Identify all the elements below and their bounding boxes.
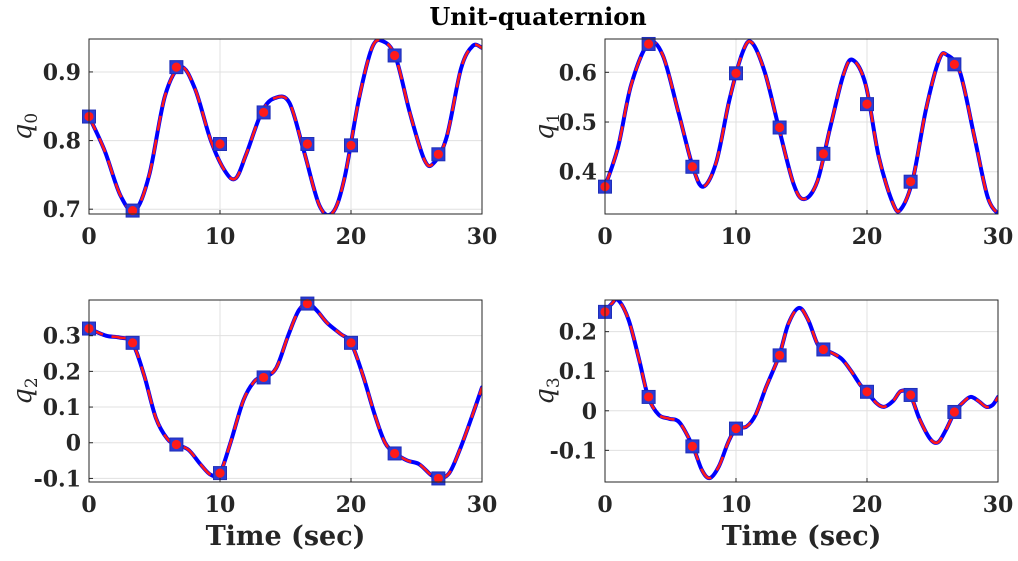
marker-dot	[906, 177, 916, 187]
y-tick-label: -0.1	[550, 438, 597, 464]
y-tick-label: 0.7	[43, 197, 81, 223]
x-tick-label: 10	[721, 224, 752, 250]
series-line-solid	[605, 300, 998, 481]
marker-dot	[390, 50, 400, 61]
x-tick-label: 30	[467, 224, 498, 250]
series-group	[605, 300, 998, 481]
marker-dot	[644, 392, 654, 402]
x-tick-label: 0	[81, 492, 96, 518]
series-line-dashed	[89, 302, 482, 480]
y-tick-label: 0.6	[559, 60, 597, 86]
y-tick-label: 0.1	[559, 359, 597, 385]
marker-dot	[259, 372, 269, 383]
series-group	[89, 301, 482, 481]
axes-box	[88, 299, 483, 483]
marker-dot	[775, 122, 785, 133]
marker-dot	[171, 62, 181, 72]
y-tick-label: 0.3	[43, 324, 81, 350]
marker-dot	[128, 338, 138, 348]
axes-box	[604, 38, 999, 215]
x-tick-label: 10	[721, 492, 752, 518]
marker-dot	[949, 59, 959, 69]
series-line-dashed	[89, 39, 482, 214]
x-tick-label: 20	[336, 492, 367, 518]
marker-dot	[215, 468, 225, 478]
x-tick-label: 10	[205, 492, 236, 518]
y-tick-label: 0.2	[559, 320, 597, 346]
subplot-3: 0 10 20 30 -0.1 0 0.1 0.2 q3 Time (sec)	[530, 299, 1013, 552]
marker-dot	[906, 390, 916, 400]
x-axis-label: Time (sec)	[722, 521, 882, 552]
marker-dot	[862, 99, 872, 109]
figure-title: Unit-quaternion	[429, 2, 646, 31]
marker-dot	[818, 344, 828, 355]
y-axis-label: q2	[8, 377, 42, 404]
axes-box	[88, 38, 483, 215]
marker-dot	[346, 338, 356, 348]
series-line-solid	[605, 39, 998, 214]
marker-dot	[862, 387, 872, 397]
marker-dot	[644, 39, 654, 49]
y-axis-label: q0	[8, 113, 42, 140]
marker-dot	[346, 140, 356, 150]
y-axis-label: q1	[530, 113, 564, 140]
y-tick-label: -0.1	[34, 466, 81, 492]
series-group	[605, 39, 998, 214]
x-tick-label: 20	[852, 492, 883, 518]
y-tick-label: 0.9	[43, 60, 81, 86]
series-line-solid	[89, 39, 482, 214]
y-tick-label: 0.1	[43, 395, 81, 421]
y-tick-label: 0	[66, 431, 81, 457]
subplot-0: 0 10 20 300.70.80.9q0	[8, 38, 498, 250]
y-axis-label-subscript: 1	[544, 113, 564, 124]
marker-dot	[433, 473, 443, 484]
marker-dot	[949, 407, 959, 417]
x-tick-label: 10	[205, 224, 236, 250]
marker-dot	[775, 350, 785, 360]
x-tick-label: 0	[81, 224, 96, 250]
x-tick-label: 30	[467, 492, 498, 518]
series-group	[89, 39, 482, 214]
y-tick-label: 0.4	[559, 160, 597, 186]
y-axis-label-subscript: 2	[22, 377, 42, 388]
series-line-dashed	[605, 300, 998, 480]
x-tick-label: 30	[983, 224, 1014, 250]
marker-dot	[390, 448, 400, 459]
x-tick-label: 0	[597, 224, 612, 250]
marker-dot	[433, 149, 443, 159]
marker-dot	[171, 439, 181, 450]
y-axis-label-subscript: 3	[544, 377, 564, 388]
y-axis-label-symbol: q	[530, 124, 560, 141]
y-tick-label: 0.2	[43, 359, 81, 385]
axes-box	[604, 299, 999, 483]
x-tick-label: 30	[983, 492, 1014, 518]
marker-dot	[687, 162, 697, 172]
x-tick-label: 20	[336, 224, 367, 250]
marker-dot	[302, 298, 312, 309]
subplot-1: 0 10 20 30 0.4 0.5 0.6 q1	[530, 36, 1014, 250]
x-tick-label: 20	[852, 224, 883, 250]
y-tick-label: 0.5	[559, 110, 597, 136]
x-tick-label: 0	[597, 492, 612, 518]
y-axis-label-symbol: q	[8, 124, 38, 141]
series-line-dashed	[605, 40, 998, 214]
marker-dot	[731, 68, 741, 78]
y-axis-label-symbol: q	[8, 388, 38, 405]
y-tick-label: 0.8	[43, 129, 81, 155]
marker-dot	[259, 107, 269, 118]
marker-dot	[302, 139, 312, 149]
y-axis-label-subscript: 0	[22, 113, 42, 124]
y-axis-label: q3	[530, 377, 564, 404]
y-tick-label: 0	[582, 399, 597, 425]
marker-dot	[818, 149, 828, 159]
marker-dot	[215, 139, 225, 149]
marker-dot	[731, 423, 741, 434]
marker-dot	[687, 441, 697, 451]
y-axis-label-symbol: q	[530, 388, 560, 405]
marker-dot	[128, 205, 138, 216]
x-axis-label: Time (sec)	[206, 521, 366, 552]
